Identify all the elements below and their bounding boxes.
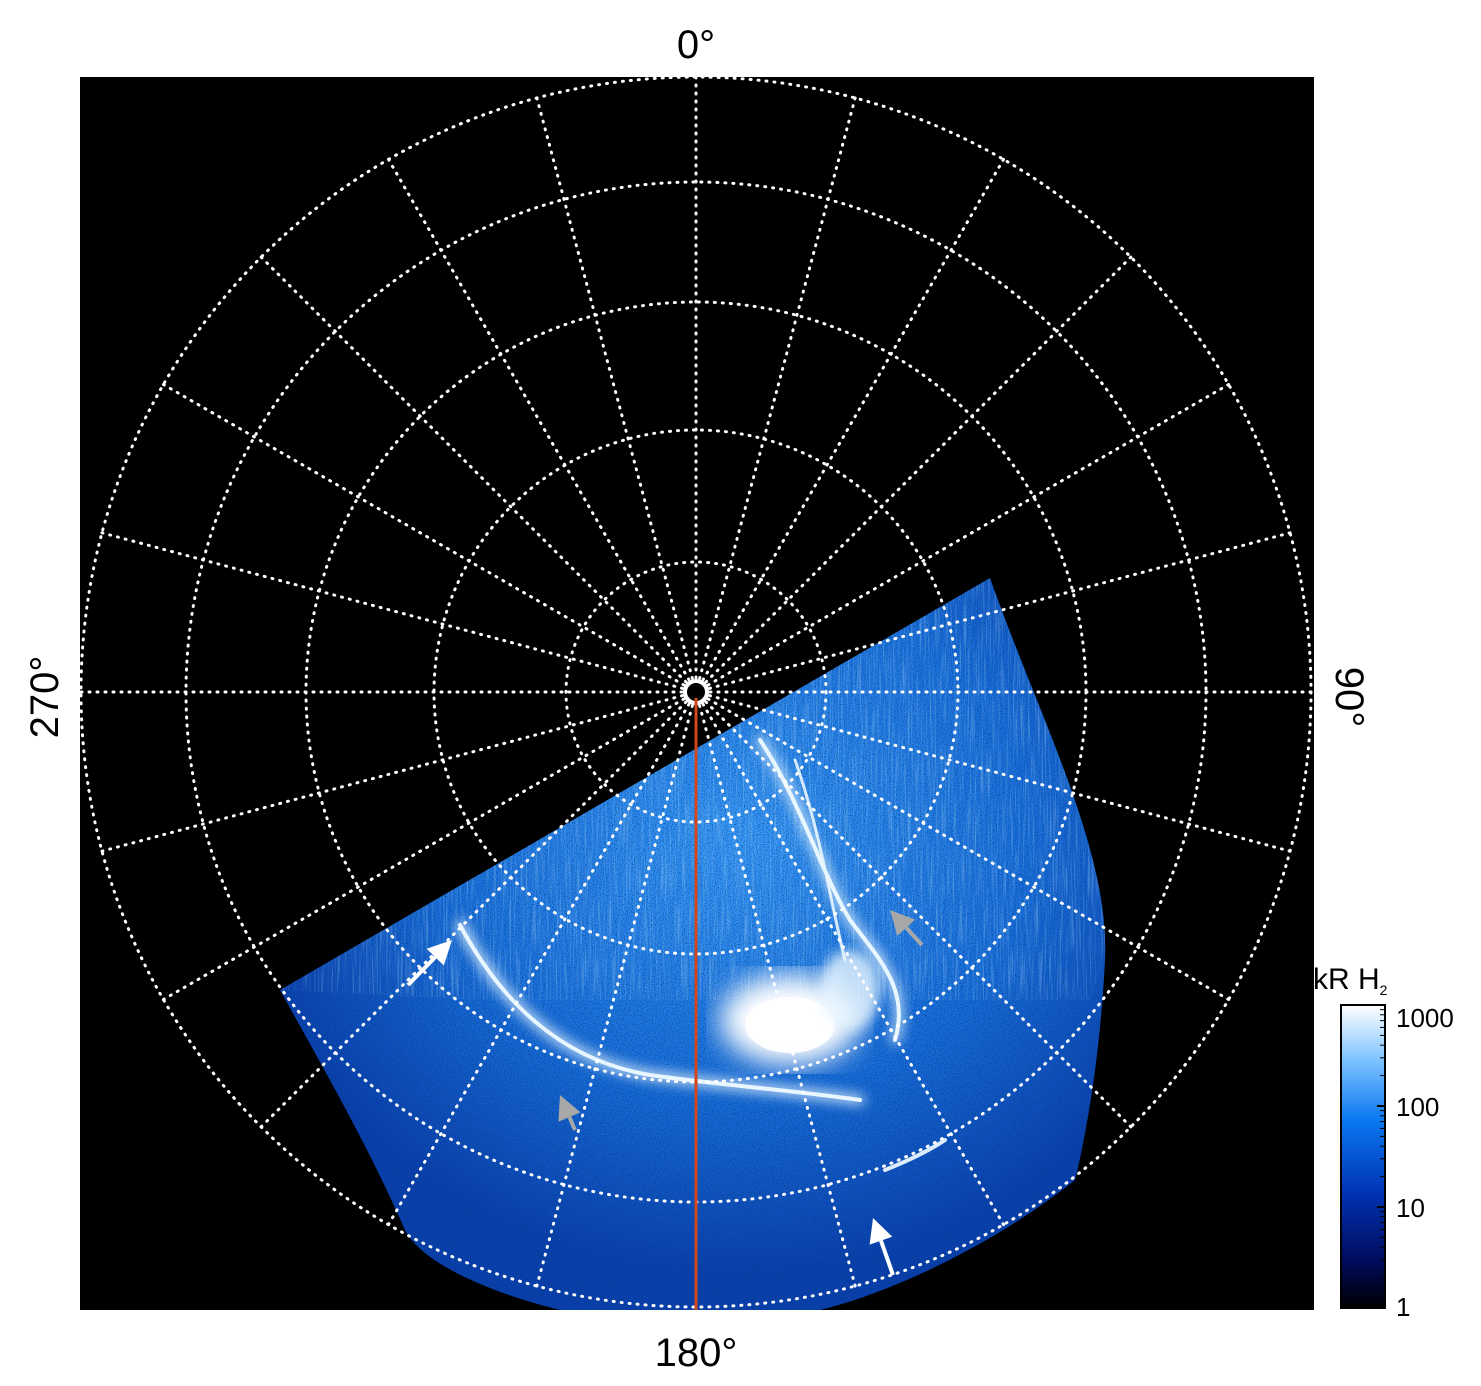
grid-spoke	[534, 91, 694, 680]
grid-ring	[564, 560, 828, 824]
colorbar-tick-label: 10	[1396, 1193, 1425, 1223]
grid-spoke	[256, 700, 688, 1132]
white-arrow	[869, 1218, 895, 1276]
grid-spoke	[256, 252, 688, 684]
gray-arrow	[558, 1095, 581, 1131]
arrow-head	[869, 1218, 893, 1245]
grid-spoke	[698, 91, 858, 680]
arrow-head	[890, 910, 916, 936]
white-arrow	[406, 940, 452, 987]
colorbar-tick-label: 1	[1396, 1292, 1410, 1322]
azimuth-label-right: 90°	[1327, 667, 1371, 728]
grid-spoke	[698, 704, 858, 1293]
colorbar: kR H2 1 10 100 1000	[1313, 963, 1454, 1322]
arrow-shaft	[904, 926, 924, 947]
grid-spoke	[701, 153, 1008, 682]
arrow-shaft	[879, 1239, 895, 1276]
grid-spoke	[708, 694, 1297, 854]
azimuth-label-bottom: 180°	[655, 1331, 738, 1375]
grid-spoke	[95, 694, 684, 854]
colorbar-title: kR H2	[1313, 963, 1388, 998]
colorbar-gradient	[1340, 1004, 1386, 1309]
grid-spoke	[534, 704, 694, 1293]
grid-spoke	[706, 697, 1235, 1004]
gray-arrow	[890, 910, 924, 947]
colorbar-ticks: 1 10 100 1000	[1377, 1003, 1454, 1322]
grid-spoke	[706, 380, 1235, 687]
grid-spoke	[384, 153, 691, 682]
azimuth-label-left: 270°	[23, 656, 67, 739]
grid-spoke	[157, 380, 686, 687]
annotation-arrows	[406, 910, 924, 1276]
colorbar-tick-label: 1000	[1396, 1003, 1454, 1033]
colorbar-tick-label: 100	[1396, 1092, 1439, 1122]
grid-spoke	[704, 700, 1136, 1132]
colorbar-title-subscript: 2	[1380, 982, 1388, 998]
arrow-shaft	[567, 1116, 577, 1131]
grid-spoke	[384, 702, 691, 1231]
arrow-head	[426, 940, 452, 966]
grid-spoke	[157, 697, 686, 1004]
arrow-head	[558, 1095, 581, 1122]
grid-spoke	[708, 530, 1297, 690]
main-oval	[455, 735, 947, 1172]
grid-spoke	[95, 530, 684, 690]
arrow-shaft	[406, 955, 437, 987]
colorbar-title-main: kR H	[1313, 963, 1380, 996]
grid-spoke	[704, 252, 1136, 684]
auroral-emission-map	[280, 578, 1106, 1310]
grid-spoke	[701, 702, 1008, 1231]
azimuth-label-top: 0°	[677, 23, 715, 67]
